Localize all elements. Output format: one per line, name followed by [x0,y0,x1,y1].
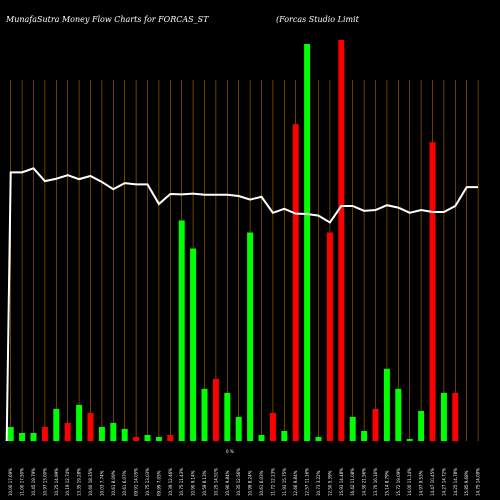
x-tick-label: 10.99 8.24% [248,470,253,496]
x-tick-label: 14.25 14.78% [453,468,458,496]
bar-32 [372,408,379,441]
money-flow-line [5,167,479,442]
bar-37 [429,142,436,441]
bar-6 [76,404,83,441]
bar-8 [98,426,105,441]
x-tick-label: 10.59 8.13% [202,470,207,496]
bar-17 [201,388,208,441]
x-tick-label: 09.99 7.05% [156,470,161,496]
x-tick-label: 14.27 14.72% [441,468,446,496]
bar-29 [338,40,345,441]
x-tick-label: 11.93 15.75% [282,468,287,496]
bar-3 [41,426,48,441]
x-tick-label: 15.14 8.79% [384,470,389,496]
zero-axis-label: 0 % [226,449,234,454]
bar-14 [167,434,174,441]
x-tick-label: 10.03 7.74% [99,470,104,496]
x-tick-label: 10.45 19.79% [31,468,36,496]
x-tick-label: 10.25 14.99% [54,468,59,496]
x-tick-label: 12.50 5.39% [327,470,332,496]
x-tick-label: 10.39 12.46% [168,468,173,496]
x-tick-label: 13.70 16.16% [373,468,378,496]
x-tick-label: 14.00 11.14% [407,468,412,496]
bar-28 [326,232,333,441]
bar-31 [361,430,368,441]
bar-39 [452,392,459,441]
x-tick-label: 10.73 3.22% [316,470,321,496]
x-tick-labels: 10.00 17.69% 11.00 17.50% 10.45 19.79% 10.9… [8,468,480,496]
bar-26 [304,44,311,441]
x-tick-label: 13.35 19.28% [77,468,82,496]
x-tick-label: 10.61 6.07% [122,470,127,496]
x-tick-label: 14.97 9.53% [419,470,424,496]
x-tick-label: 10.00 17.69% [8,468,13,496]
bar-13 [155,436,162,441]
bar-series [7,40,459,442]
x-tick-label: 10.61 6.03% [259,470,264,496]
x-tick-label: 10.19 12.74% [65,468,70,496]
bar-19 [224,392,231,441]
x-tick-label: 14.47 10.45% [430,468,435,496]
bar-12 [144,434,151,441]
bar-4 [53,408,60,441]
x-tick-label: 11.72 12.13% [270,468,275,496]
bar-2 [30,432,37,441]
bar-36 [418,410,425,441]
bar-33 [383,368,390,441]
x-tick-label: 14.75 14.09% [476,468,481,496]
x-tick-label: 11.00 17.50% [20,468,25,496]
bar-11 [133,436,140,441]
x-tick-label: 10.25 14.51% [213,468,218,496]
x-tick-label: 16.42 11.08% [350,468,355,496]
x-tick-label: 15.93 14.48% [339,468,344,496]
bar-30 [349,416,356,441]
bar-5 [64,422,71,441]
bar-9 [110,422,117,441]
bar-25 [292,124,299,442]
bar-10 [121,428,128,441]
x-tick-label: 10.61 8.09% [111,470,116,496]
bar-1 [19,432,26,441]
x-tick-label: 10.90 9.84% [225,470,230,496]
x-tick-label: 10.75 11.43% [179,468,184,496]
bar-35 [406,438,413,441]
bar-0 [7,426,14,441]
x-tick-label: 15.85 9.68% [464,470,469,496]
bar-27 [315,436,322,441]
bar-38 [440,392,447,441]
bar-34 [395,388,402,441]
x-tick-label: 15.72 19.09% [396,468,401,496]
bar-22 [258,434,265,441]
x-tick-label: 12.57 11.16% [305,468,310,496]
x-tick-label: 10.60 18.35% [88,468,93,496]
chart-title: MunafaSutra Money Flow Charts for FORCAS… [5,15,209,24]
bar-20 [235,416,242,441]
x-tick-label: 10.90 9.14% [191,470,196,496]
bar-21 [247,232,254,441]
chart-subtitle: (Forcas Studio Limit [276,15,360,24]
x-tick-label: 12.66 9.84% [293,470,298,496]
x-tick-label: 10.35 12.56% [236,468,241,496]
bar-15 [178,220,185,441]
bar-24 [281,430,288,441]
bar-18 [212,378,219,441]
bar-7 [87,412,94,441]
x-tick-label: 14.30 21.56% [362,468,367,496]
bar-16 [190,248,197,441]
x-tick-label: 10.97 13.00% [42,468,47,496]
bar-23 [269,412,276,441]
x-tick-label: 10.75 13.03% [145,468,150,496]
x-tick-label: 09.91 14.05% [134,468,139,496]
